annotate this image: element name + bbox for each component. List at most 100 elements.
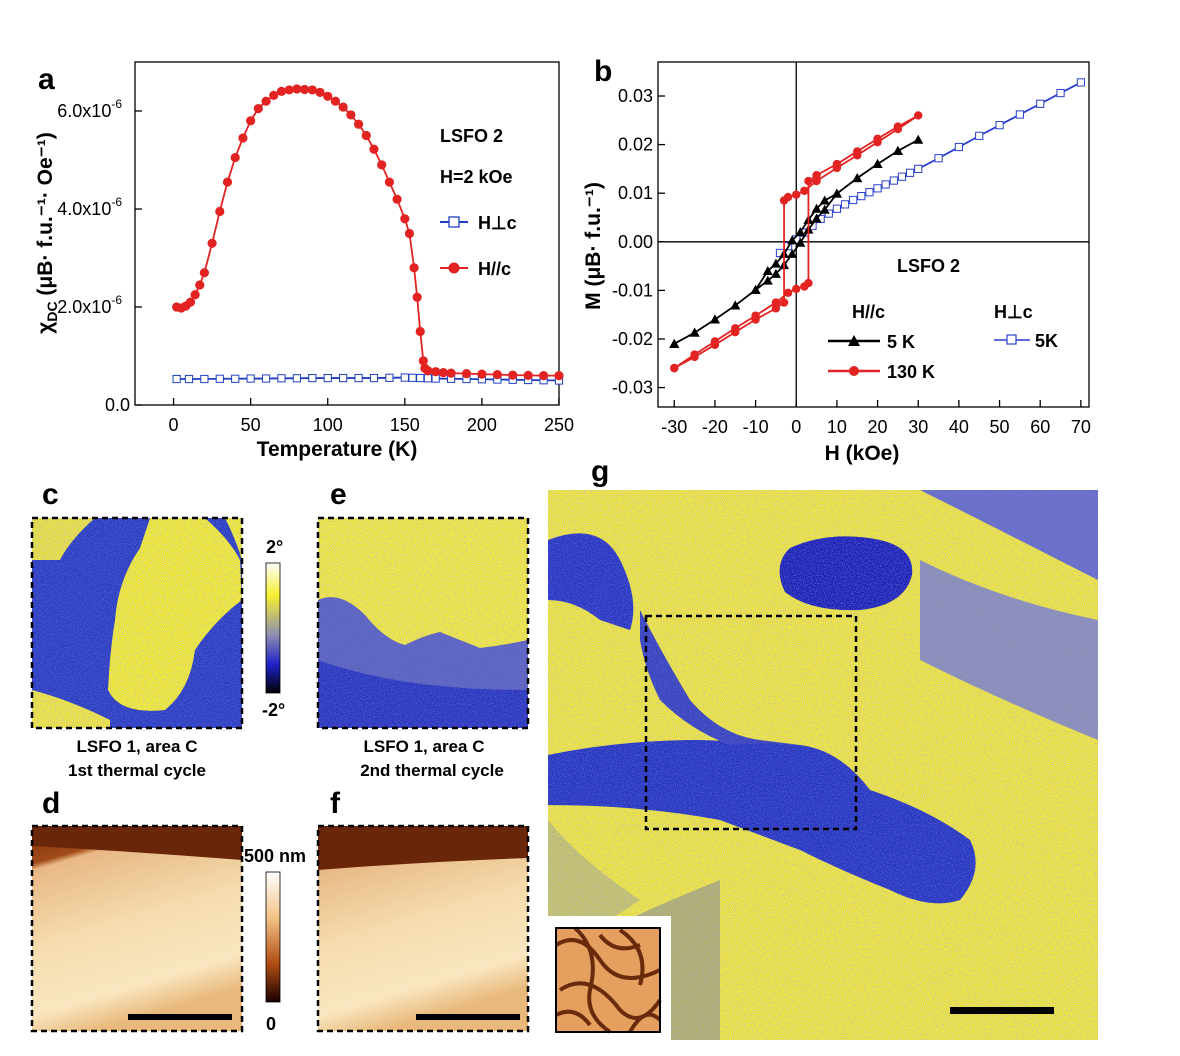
colorbar-phase-bottom-label: -2° xyxy=(262,700,285,720)
data-point xyxy=(1056,88,1065,98)
data-point xyxy=(238,133,248,143)
data-point xyxy=(353,119,364,129)
inset-g xyxy=(546,916,671,1041)
data-point xyxy=(538,371,549,381)
data-point xyxy=(1036,99,1045,108)
plot-b-hperp-group-label: H⊥c xyxy=(994,302,1033,322)
series-line xyxy=(779,81,1082,254)
data-point xyxy=(873,134,882,143)
plot-a-ylabel-main: χ xyxy=(34,322,57,334)
plot-b-xlabel: H (kOe) xyxy=(825,442,900,465)
data-point xyxy=(770,258,781,268)
legend-b-130k-label: 130 K xyxy=(887,362,935,382)
data-point xyxy=(404,228,415,239)
data-point xyxy=(246,374,255,383)
data-point xyxy=(881,180,890,189)
y-tick-label: 0.03 xyxy=(618,86,653,106)
scale-bar-f xyxy=(416,1014,520,1020)
data-point xyxy=(787,235,798,245)
panel-letter-c: c xyxy=(42,478,59,511)
data-point xyxy=(832,204,842,213)
data-point xyxy=(832,159,842,169)
data-point xyxy=(307,85,317,95)
colorbar-height: 500 nm 0 xyxy=(244,846,306,1034)
data-point xyxy=(231,374,240,383)
data-point xyxy=(771,304,781,313)
series-h-perp-c xyxy=(172,373,564,385)
data-point xyxy=(200,374,209,384)
x-tick-label: 50 xyxy=(990,417,1010,437)
data-point xyxy=(190,290,200,300)
data-point xyxy=(261,96,271,106)
data-point xyxy=(811,203,822,213)
data-point xyxy=(914,111,923,120)
plot-a-xlabel: Temperature (K) xyxy=(257,438,418,461)
panel-letter-g: g xyxy=(591,455,609,488)
data-point xyxy=(369,373,379,383)
data-point xyxy=(261,374,271,383)
data-point xyxy=(804,176,813,186)
data-point xyxy=(770,268,781,278)
data-point xyxy=(369,144,379,154)
plot-b-frame xyxy=(657,61,1090,408)
data-point xyxy=(762,265,773,275)
data-point xyxy=(276,86,287,96)
data-point xyxy=(330,96,341,106)
frame-c xyxy=(30,516,244,730)
data-point xyxy=(897,172,907,181)
data-point xyxy=(215,374,224,383)
zoom-box-g xyxy=(644,614,858,831)
frame-e xyxy=(316,516,530,730)
data-point xyxy=(292,84,302,94)
data-point xyxy=(690,350,699,359)
x-tick-label: 0 xyxy=(169,415,179,435)
data-point xyxy=(812,171,821,180)
data-point xyxy=(771,298,781,307)
panel-letter-a: a xyxy=(38,63,55,96)
data-point xyxy=(361,130,371,141)
data-point xyxy=(523,370,533,380)
panel-f: f xyxy=(316,787,530,1033)
data-point xyxy=(783,288,793,298)
data-point xyxy=(477,369,487,379)
y-tick-label: -0.03 xyxy=(612,378,653,398)
data-point xyxy=(269,90,279,100)
data-point xyxy=(172,374,181,384)
data-point xyxy=(384,177,394,187)
data-point xyxy=(792,284,801,294)
data-point xyxy=(731,324,740,333)
data-point xyxy=(412,292,422,302)
y-tick-label: 2.0x10-6 xyxy=(57,293,122,317)
data-point xyxy=(751,311,760,320)
caption-c-line1: LSFO 1, area C xyxy=(77,737,198,756)
plot-a-ylabel-sub: DC xyxy=(44,301,60,321)
legend-b-5k-hperp: 5K xyxy=(994,331,1058,351)
x-tick-label: 30 xyxy=(908,417,928,437)
panel-e: e LSFO 1, area C 2nd thermal cycle xyxy=(316,478,530,780)
data-point xyxy=(409,263,419,273)
data-point xyxy=(800,186,809,195)
colorbar-phase-bar xyxy=(265,562,281,694)
y-tick-exponent: -6 xyxy=(111,195,122,209)
data-point xyxy=(354,373,363,383)
panel-letter-b: b xyxy=(594,55,612,88)
legend-a-h-par-c: H//c xyxy=(440,259,511,279)
data-point xyxy=(995,121,1004,130)
x-tick-label: 20 xyxy=(868,417,888,437)
plot-a-field-label: H=2 kOe xyxy=(440,167,513,187)
data-point xyxy=(795,227,806,237)
data-point xyxy=(669,338,680,348)
data-point xyxy=(492,370,502,380)
legend-a-h-perp-c: H⊥c xyxy=(440,213,517,233)
plot-b-sample-label: LSFO 2 xyxy=(897,256,960,276)
data-point xyxy=(954,142,963,152)
y-tick-label: -0.02 xyxy=(612,329,653,349)
data-point xyxy=(277,374,286,383)
data-point xyxy=(222,177,233,187)
data-point xyxy=(554,371,564,381)
frame-f xyxy=(316,824,530,1033)
data-point xyxy=(831,188,842,198)
data-point xyxy=(408,373,417,382)
data-point xyxy=(811,213,822,223)
plot-a-ylabel-rest: (μB· f.u.⁻¹· Oe⁻¹) xyxy=(34,132,57,301)
